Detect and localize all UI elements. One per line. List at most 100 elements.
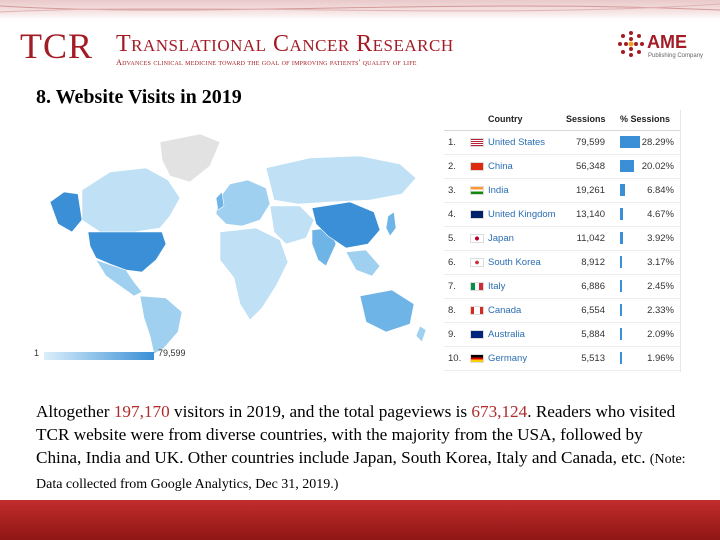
legend-max-label: 79,599 <box>158 348 186 358</box>
table-row: 9. Australia 5,884 2.09% <box>444 322 680 347</box>
row-pct: 3.17% <box>647 257 674 268</box>
ame-publisher-logo: AME Publishing Company <box>617 30 707 68</box>
table-row: 6. South Korea 8,912 3.17% <box>444 250 680 275</box>
map-canada <box>81 167 181 233</box>
map-usa <box>87 231 167 273</box>
row-rank: 4. <box>448 209 456 220</box>
map-africa <box>219 227 289 321</box>
row-sessions: 6,554 <box>581 305 605 316</box>
row-pct-bar <box>620 136 640 148</box>
au-flag-icon <box>470 330 484 339</box>
table-row: 8. Canada 6,554 2.33% <box>444 298 680 323</box>
ame-logo-subtext: Publishing Company <box>648 53 704 59</box>
ame-logo-text: AME <box>647 32 687 52</box>
row-rank: 10. <box>448 353 462 364</box>
row-sessions: 5,884 <box>581 329 605 340</box>
row-pct: 3.92% <box>647 233 674 244</box>
row-pct-bar <box>620 328 622 340</box>
row-pct: 20.02% <box>641 161 674 172</box>
summary-paragraph: Altogether 197,170 visitors in 2019, and… <box>36 400 686 496</box>
legend-min-label: 1 <box>34 348 40 358</box>
row-sessions: 79,599 <box>575 137 605 148</box>
kr-flag-icon <box>470 258 484 267</box>
map-mexico <box>95 259 143 297</box>
row-rank: 9. <box>448 329 456 340</box>
row-pct-bar <box>620 352 622 364</box>
cn-flag-icon <box>470 162 484 171</box>
row-country[interactable]: South Korea <box>488 257 541 268</box>
table-row: 5. Japan 11,042 3.92% <box>444 226 680 251</box>
table-row: 7. Italy 6,886 2.45% <box>444 274 680 299</box>
row-pct-bar <box>620 232 623 244</box>
row-country[interactable]: India <box>488 185 509 196</box>
legend-gradient-bar <box>44 352 154 360</box>
row-country[interactable]: United States <box>488 137 546 148</box>
row-pct-bar <box>620 304 622 316</box>
row-rank: 5. <box>448 233 456 244</box>
row-pct: 2.45% <box>647 281 674 292</box>
summary-text-2: visitors in 2019, and the total pageview… <box>169 402 472 421</box>
jp-flag-icon <box>470 234 484 243</box>
row-pct-bar <box>620 160 634 172</box>
row-sessions: 11,042 <box>576 233 605 244</box>
map-alaska <box>49 191 83 233</box>
row-pct: 2.09% <box>647 329 674 340</box>
map-new-zealand <box>415 325 427 343</box>
row-country[interactable]: Germany <box>488 353 528 364</box>
row-pct-bar <box>620 280 622 292</box>
row-sessions: 19,261 <box>575 185 605 196</box>
table-row: 3. India 19,261 6.84% <box>444 178 680 203</box>
ca-flag-icon <box>470 306 484 315</box>
visitors-count: 197,170 <box>113 402 170 421</box>
gb-flag-icon <box>470 210 484 219</box>
summary-text-3: . Readers who visited TCR website were f… <box>36 402 676 467</box>
row-country[interactable]: United Kingdom <box>488 209 556 220</box>
row-sessions: 8,912 <box>581 257 605 268</box>
column-header-sessions: Sessions <box>566 114 606 124</box>
row-country[interactable]: Italy <box>488 281 506 292</box>
map-south-america <box>139 295 183 355</box>
row-pct: 28.29% <box>641 137 674 148</box>
map-uk <box>215 191 225 211</box>
top-decorative-band <box>0 0 720 20</box>
in-flag-icon <box>470 186 484 195</box>
row-pct-bar <box>620 256 622 268</box>
row-country[interactable]: Australia <box>488 329 525 340</box>
row-country[interactable]: Japan <box>488 233 514 244</box>
table-row: 1. United States 79,599 28.29% <box>444 130 680 155</box>
map-color-legend: 1 79,599 <box>34 346 204 366</box>
row-sessions: 13,140 <box>575 209 605 220</box>
column-header-pct-sessions: % Sessions <box>620 114 671 124</box>
row-pct-bar <box>620 208 623 220</box>
row-rank: 2. <box>448 161 456 172</box>
row-pct: 2.33% <box>647 305 674 316</box>
map-china <box>311 201 381 249</box>
journal-tagline: Advances clinical medicine toward the go… <box>116 58 417 67</box>
row-rank: 1. <box>448 137 456 148</box>
row-rank: 6. <box>448 257 456 268</box>
row-pct: 4.67% <box>647 209 674 220</box>
journal-name: Translational Cancer Research <box>116 31 454 57</box>
bottom-decorative-band <box>0 500 720 540</box>
row-sessions: 5,513 <box>581 353 605 364</box>
map-australia <box>359 289 415 333</box>
tcr-logo: TCR <box>20 26 94 66</box>
row-rank: 8. <box>448 305 456 316</box>
column-header-country: Country <box>488 114 523 124</box>
row-pct-bar <box>620 184 625 196</box>
pageviews-count: 673,124 <box>471 402 528 421</box>
country-sessions-table: Country Sessions % Sessions 1. United Sta… <box>444 110 681 372</box>
row-country[interactable]: Canada <box>488 305 522 316</box>
map-russia <box>265 155 417 205</box>
world-map-visits <box>49 133 427 355</box>
row-rank: 7. <box>448 281 456 292</box>
top-band-curves <box>0 3 720 13</box>
row-pct: 6.84% <box>647 185 674 196</box>
map-japan <box>385 211 397 237</box>
table-row: 4. United Kingdom 13,140 4.67% <box>444 202 680 227</box>
us-flag-icon <box>470 138 484 147</box>
map-europe <box>215 179 271 227</box>
table-row: 10. Germany 5,513 1.96% <box>444 346 680 371</box>
row-country[interactable]: China <box>488 161 513 172</box>
row-pct: 1.96% <box>647 353 674 364</box>
